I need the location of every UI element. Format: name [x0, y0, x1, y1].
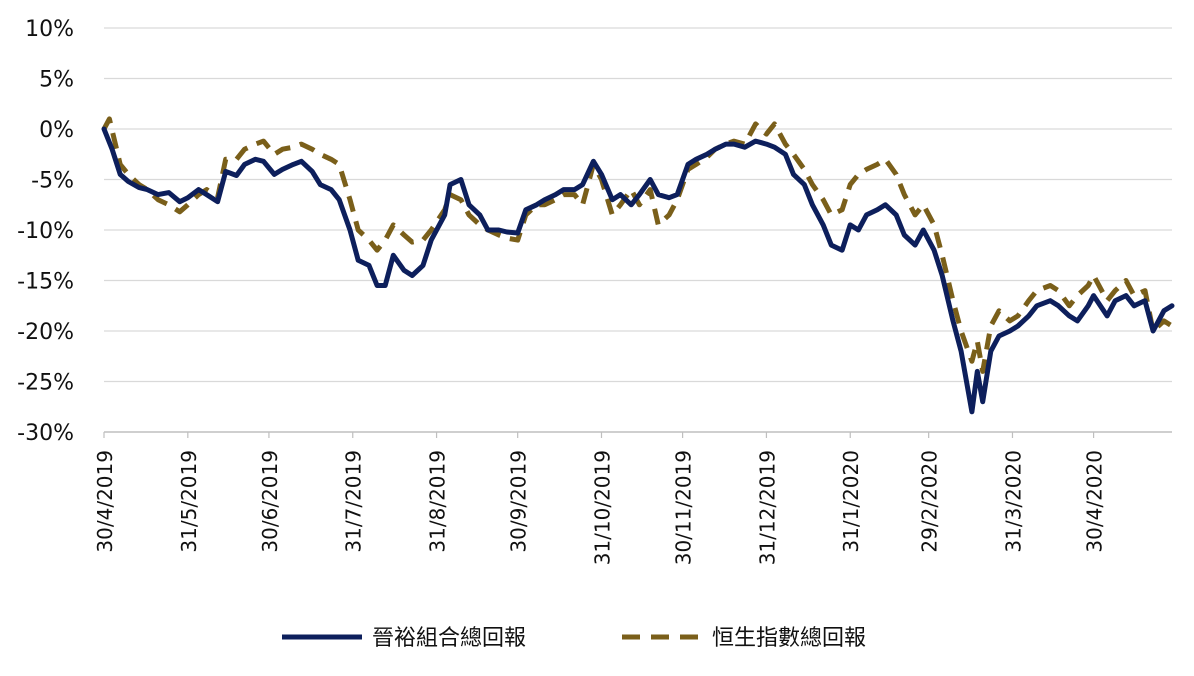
y-tick-label: -10%	[17, 219, 74, 244]
x-tick-label: 31/12/2019	[755, 450, 779, 565]
y-tick-label: -15%	[17, 270, 74, 295]
x-tick-label: 30/4/2020	[1083, 450, 1107, 553]
y-tick-label: 0%	[39, 118, 74, 143]
x-tick-label: 30/4/2019	[93, 450, 117, 553]
y-axis-tick-labels: 10% 5% 0% -5% -10% -15% -20% -25% -30%	[17, 17, 74, 446]
y-tick-label: -5%	[31, 169, 74, 194]
x-tick-label: 31/8/2019	[426, 450, 450, 553]
x-axis-tick-labels: 30/4/2019 31/5/2019 30/6/2019 31/7/2019 31/8…	[93, 432, 1107, 565]
x-tick-label: 31/5/2019	[177, 450, 201, 553]
legend-label-portfolio: 晉裕組合總回報	[372, 626, 526, 651]
x-tick-label: 30/9/2019	[507, 450, 531, 553]
y-tick-label: 5%	[39, 68, 74, 93]
x-tick-label: 30/6/2019	[258, 450, 282, 553]
y-tick-label: -25%	[17, 371, 74, 396]
y-tick-label: -20%	[17, 320, 74, 345]
gridlines	[104, 27, 1172, 383]
x-tick-label: 31/1/2020	[839, 450, 863, 553]
legend-label-hsi: 恒生指數總回報	[712, 626, 866, 651]
x-tick-label: 29/2/2020	[918, 450, 942, 553]
series-lines	[101, 116, 1175, 415]
series-line-portfolio	[101, 126, 1175, 415]
series-line-hsi	[101, 116, 1174, 374]
legend: 晉裕組合總回報 恒生指數總回報	[282, 626, 866, 651]
x-tick-label: 31/3/2020	[1001, 450, 1025, 553]
x-tick-label: 31/7/2019	[342, 450, 366, 553]
y-tick-label: 10%	[25, 17, 74, 42]
x-tick-label: 31/10/2019	[590, 450, 614, 565]
y-tick-label: -30%	[17, 421, 74, 446]
x-tick-label: 30/11/2019	[672, 450, 696, 565]
